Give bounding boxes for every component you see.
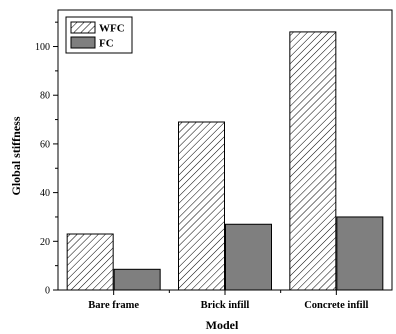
- y-tick-label: 100: [35, 42, 50, 53]
- y-tick-label: 0: [45, 286, 50, 297]
- bar-fc-bare-frame: [113, 268, 161, 291]
- legend: WFC FC: [65, 16, 133, 54]
- y-axis-title: Global stiffness: [9, 116, 23, 195]
- x-tick-label: Concrete infill: [304, 300, 368, 311]
- bar-wfc-concrete-infill: [289, 31, 337, 291]
- bars: [66, 31, 384, 291]
- x-tick-label: Bare frame: [88, 300, 139, 311]
- legend-label-wfc: WFC: [99, 23, 125, 35]
- legend-label-fc: FC: [99, 38, 114, 50]
- y-tick-label: 20: [40, 237, 50, 248]
- x-tick-label: Brick infill: [201, 300, 250, 311]
- bar-wfc-brick-infill: [178, 121, 225, 291]
- x-axis: Bare frame Brick infill Concrete infill: [88, 290, 369, 311]
- bar-wfc-bare-frame: [66, 233, 114, 291]
- x-axis-title: Model: [206, 318, 239, 332]
- y-tick-label: 40: [40, 188, 50, 199]
- legend-swatch-fc: [70, 36, 96, 49]
- y-tick-label: 80: [40, 91, 50, 102]
- y-tick-label: 60: [40, 139, 50, 150]
- y-axis: 0 20 40 60 80 100: [35, 21, 58, 297]
- legend-box: [65, 16, 133, 54]
- bar-fc-brick-infill: [225, 223, 272, 291]
- bar-fc-concrete-infill: [336, 216, 384, 291]
- legend-swatch-wfc: [70, 21, 96, 34]
